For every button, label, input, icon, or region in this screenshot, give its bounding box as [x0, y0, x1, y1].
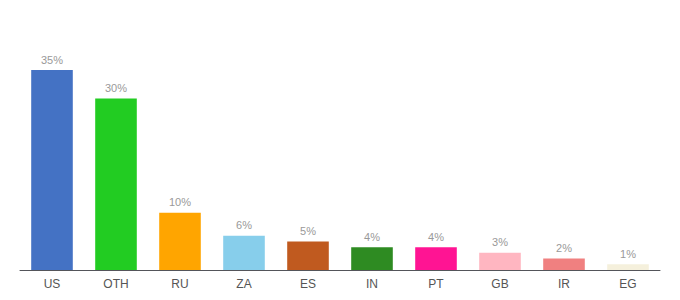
svg-text:ZA: ZA	[236, 277, 251, 291]
svg-text:3%: 3%	[492, 236, 508, 248]
svg-text:30%: 30%	[105, 82, 127, 94]
svg-text:1%: 1%	[620, 248, 636, 260]
svg-text:2%: 2%	[556, 242, 572, 254]
svg-text:OTH: OTH	[103, 277, 128, 291]
svg-text:RU: RU	[171, 277, 188, 291]
svg-text:6%: 6%	[236, 219, 252, 231]
svg-text:IN: IN	[366, 277, 378, 291]
svg-text:IR: IR	[558, 277, 570, 291]
svg-text:5%: 5%	[300, 225, 316, 237]
svg-text:4%: 4%	[428, 231, 444, 243]
svg-text:US: US	[44, 277, 61, 291]
svg-text:4%: 4%	[364, 231, 380, 243]
svg-text:10%: 10%	[169, 196, 191, 208]
svg-text:GB: GB	[491, 277, 508, 291]
svg-text:PT: PT	[428, 277, 444, 291]
svg-text:ES: ES	[300, 277, 316, 291]
svg-text:35%: 35%	[41, 54, 63, 66]
svg-text:EG: EG	[619, 277, 636, 291]
